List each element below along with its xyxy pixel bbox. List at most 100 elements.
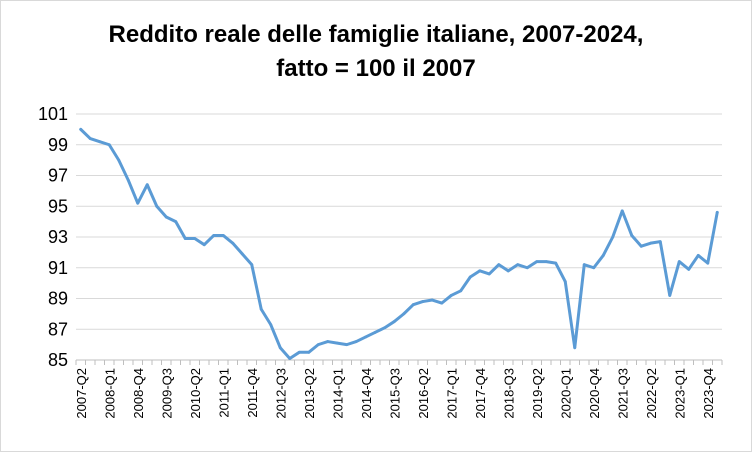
data-point-2023-Q3 bbox=[696, 254, 700, 257]
chart-title-line-1: Reddito reale delle famiglie italiane, 2… bbox=[108, 21, 644, 48]
x-tick-label-2007-Q2: 2007-Q2 bbox=[74, 368, 89, 419]
data-point-2011-Q4 bbox=[250, 263, 254, 267]
data-point-2014-Q4 bbox=[364, 335, 368, 339]
data-point-2012-Q2 bbox=[269, 323, 273, 327]
y-tick-label-87: 87 bbox=[48, 319, 68, 339]
y-tick-label-95: 95 bbox=[48, 196, 68, 216]
data-point-2007-Q2 bbox=[79, 127, 83, 131]
data-point-2013-Q1 bbox=[297, 350, 301, 354]
data-point-2015-Q4 bbox=[402, 312, 406, 316]
data-point-2007-Q3 bbox=[88, 137, 92, 141]
x-tick-label-2014-Q1: 2014-Q1 bbox=[330, 368, 345, 419]
data-point-2013-Q2 bbox=[307, 350, 311, 354]
x-tick-label-2013-Q2: 2013-Q2 bbox=[302, 368, 317, 419]
data-point-2016-Q2 bbox=[421, 300, 425, 303]
data-point-2012-Q3 bbox=[278, 346, 282, 350]
data-point-2018-Q2 bbox=[497, 263, 501, 267]
data-point-2014-Q2 bbox=[345, 343, 349, 347]
data-point-2016-Q1 bbox=[411, 303, 415, 307]
x-axis-tick-labels: 2007-Q2 2008-Q1 2008-Q4 2009-Q3 2010-Q2 2011-… bbox=[74, 368, 716, 419]
data-point-2012-Q1 bbox=[259, 307, 263, 311]
data-point-2019-Q3 bbox=[544, 260, 548, 263]
data-point-2017-Q3 bbox=[468, 275, 472, 279]
data-point-2011-Q2 bbox=[231, 241, 235, 245]
data-point-2022-Q4 bbox=[668, 294, 672, 297]
data-point-2009-Q3 bbox=[164, 215, 168, 219]
x-tick-label-2008-Q4: 2008-Q4 bbox=[131, 368, 146, 419]
data-point-2014-Q3 bbox=[354, 340, 358, 343]
chart-title-line-2: fatto = 100 il 2007 bbox=[276, 55, 476, 82]
x-tick-label-2017-Q4: 2017-Q4 bbox=[473, 368, 488, 419]
data-point-2010-Q4 bbox=[212, 234, 216, 237]
x-axis bbox=[75, 359, 723, 365]
data-point-2017-Q4 bbox=[478, 269, 482, 273]
x-tick-label-2011-Q4: 2011-Q4 bbox=[245, 368, 260, 418]
y-tick-label-93: 93 bbox=[48, 227, 68, 247]
y-tick-label-99: 99 bbox=[48, 135, 68, 155]
data-point-2018-Q1 bbox=[487, 272, 491, 276]
x-tick-label-2008-Q1: 2008-Q1 bbox=[102, 368, 117, 419]
y-tick-label-89: 89 bbox=[48, 289, 68, 309]
data-point-2007-Q4 bbox=[98, 140, 102, 144]
data-point-2022-Q3 bbox=[658, 240, 662, 244]
data-point-2008-Q4 bbox=[136, 201, 140, 205]
data-point-2015-Q2 bbox=[383, 326, 387, 330]
x-tick-label-2020-Q1: 2020-Q1 bbox=[558, 368, 573, 419]
data-point-2020-Q1 bbox=[563, 280, 567, 283]
data-point-2019-Q2 bbox=[535, 260, 539, 263]
data-point-2022-Q2 bbox=[649, 241, 653, 245]
data-point-2013-Q4 bbox=[326, 340, 330, 343]
data-point-2010-Q3 bbox=[202, 243, 206, 247]
data-point-2011-Q1 bbox=[221, 234, 225, 237]
y-tick-label-91: 91 bbox=[48, 258, 68, 278]
data-point-2017-Q2 bbox=[459, 289, 463, 293]
data-point-2016-Q3 bbox=[430, 298, 434, 302]
data-point-2009-Q4 bbox=[174, 220, 178, 224]
x-tick-label-2020-Q4: 2020-Q4 bbox=[587, 368, 602, 419]
y-tick-label-101: 101 bbox=[38, 104, 68, 124]
x-tick-label-2015-Q3: 2015-Q3 bbox=[387, 368, 402, 419]
data-point-2020-Q2 bbox=[573, 346, 577, 350]
data-point-2020-Q3 bbox=[582, 263, 586, 267]
x-tick-label-2023-Q4: 2023-Q4 bbox=[701, 368, 716, 419]
data-point-2021-Q2 bbox=[611, 235, 615, 239]
data-point-2022-Q1 bbox=[639, 244, 643, 248]
data-point-2009-Q2 bbox=[155, 204, 159, 208]
data-point-2018-Q4 bbox=[516, 263, 520, 267]
series-line bbox=[79, 127, 719, 360]
x-tick-label-2009-Q3: 2009-Q3 bbox=[159, 368, 174, 419]
x-tick-label-2010-Q2: 2010-Q2 bbox=[188, 368, 203, 419]
data-point-2008-Q2 bbox=[117, 158, 121, 162]
data-point-2021-Q1 bbox=[601, 254, 605, 257]
data-point-2008-Q1 bbox=[107, 143, 111, 147]
y-tick-label-97: 97 bbox=[48, 166, 68, 186]
data-point-2023-Q4 bbox=[706, 261, 710, 265]
x-tick-label-2023-Q1: 2023-Q1 bbox=[672, 368, 687, 419]
x-tick-label-2017-Q1: 2017-Q1 bbox=[444, 368, 459, 419]
y-tick-label-85: 85 bbox=[48, 350, 68, 370]
x-tick-label-2021-Q3: 2021-Q3 bbox=[615, 368, 630, 419]
data-point-2024-Q1 bbox=[715, 211, 719, 214]
x-tick-label-2018-Q3: 2018-Q3 bbox=[501, 368, 516, 419]
x-tick-label-2011-Q1: 2011-Q1 bbox=[216, 368, 231, 418]
data-point-2018-Q3 bbox=[506, 269, 510, 273]
data-point-2021-Q4 bbox=[630, 234, 634, 237]
data-point-2010-Q2 bbox=[193, 237, 197, 240]
data-point-2008-Q3 bbox=[126, 178, 130, 182]
data-point-2023-Q1 bbox=[677, 260, 681, 263]
data-point-2015-Q1 bbox=[373, 330, 377, 334]
data-point-2016-Q4 bbox=[440, 301, 444, 305]
x-tick-label-2012-Q3: 2012-Q3 bbox=[273, 368, 288, 419]
chart-title: Reddito reale delle famiglie italiane, 2… bbox=[0, 18, 752, 86]
series-reddito-reale bbox=[79, 127, 719, 360]
y-axis-tick-labels: 85 87 89 91 93 95 97 99 101 bbox=[38, 104, 68, 370]
data-point-2013-Q3 bbox=[316, 343, 320, 347]
data-point-2010-Q1 bbox=[183, 237, 187, 240]
x-tick-label-2022-Q2: 2022-Q2 bbox=[644, 368, 659, 419]
data-point-2012-Q4 bbox=[288, 357, 292, 360]
x-tick-label-2014-Q4: 2014-Q4 bbox=[359, 368, 374, 419]
data-point-2017-Q1 bbox=[449, 294, 453, 297]
data-point-2020-Q4 bbox=[592, 266, 596, 270]
data-point-2023-Q2 bbox=[687, 267, 691, 271]
